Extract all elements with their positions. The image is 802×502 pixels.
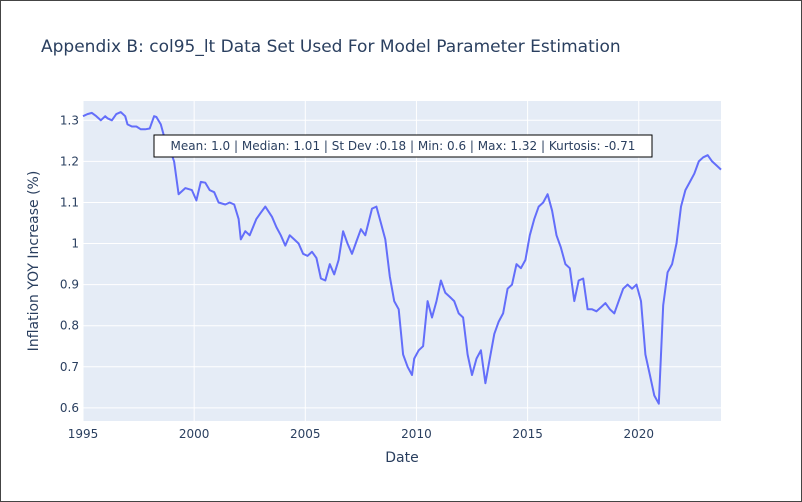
stats-annotation-text: Mean: 1.0 | Median: 1.01 | St Dev :0.18 … xyxy=(171,139,636,153)
y-tick-label: 1.1 xyxy=(60,195,79,209)
y-tick-label: 0.7 xyxy=(60,360,79,374)
x-tick-label: 2005 xyxy=(290,427,321,441)
x-tick-label: 2000 xyxy=(179,427,210,441)
x-tick-label: 2020 xyxy=(623,427,654,441)
x-tick-label: 1995 xyxy=(68,427,99,441)
stats-annotation-box xyxy=(153,134,653,158)
y-tick-label: 0.8 xyxy=(60,319,79,333)
x-tick-label: 2010 xyxy=(401,427,432,441)
stats-annotation: Mean: 1.0 | Median: 1.01 | St Dev :0.18 … xyxy=(153,134,653,158)
chart-title: Appendix B: col95_lt Data Set Used For M… xyxy=(41,37,621,57)
x-tick-label: 2015 xyxy=(512,427,543,441)
y-tick-label: 1 xyxy=(71,237,79,251)
y-tick-label: 0.9 xyxy=(60,278,79,292)
y-tick-label: 0.6 xyxy=(60,401,79,415)
y-tick-label: 1.2 xyxy=(60,154,79,168)
series-line xyxy=(82,111,722,405)
y-tick-label: 1.3 xyxy=(60,113,79,127)
x-axis-ticks: 1995 2000 2005 2010 2015 2020 xyxy=(68,427,654,441)
x-axis-title: Date xyxy=(385,450,418,466)
y-axis-title: Inflation YOY Increase (%) xyxy=(26,171,42,352)
y-axis-ticks: 0.6 0.7 0.8 0.9 1 1.1 1.2 1.3 xyxy=(60,113,79,415)
